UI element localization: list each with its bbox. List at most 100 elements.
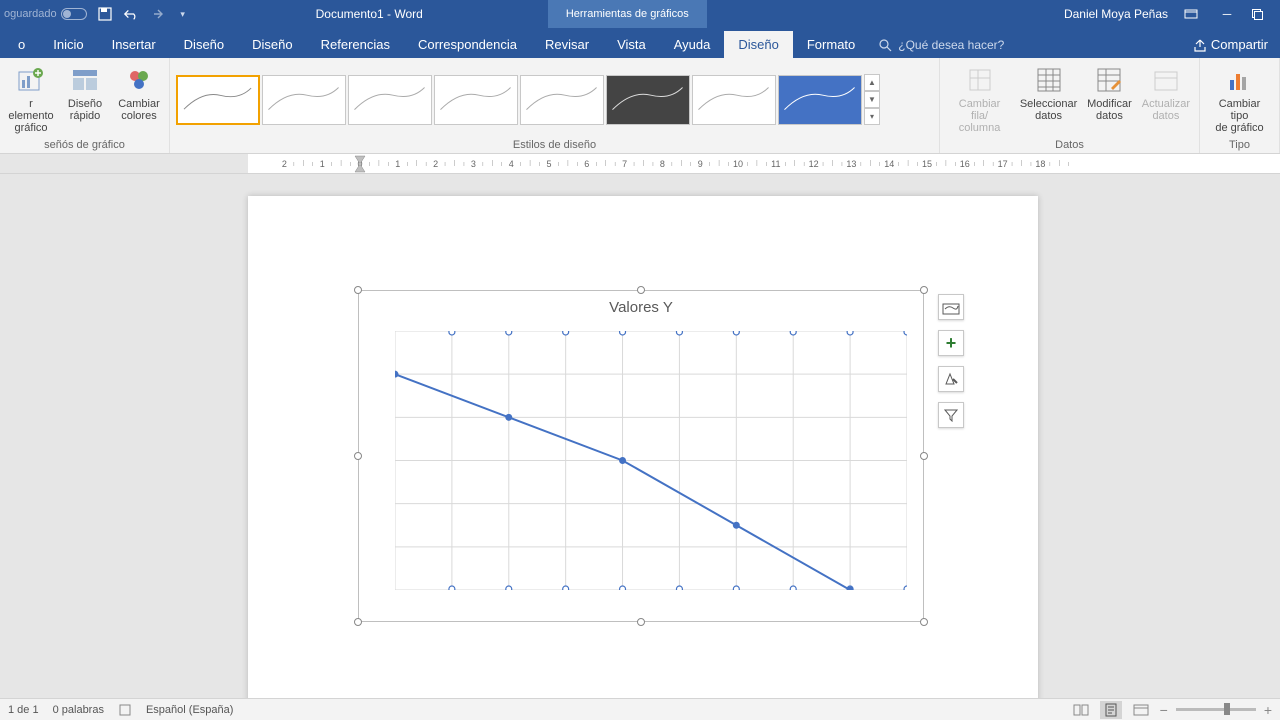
word-count[interactable]: 0 palabras — [53, 704, 104, 716]
tab-formato[interactable]: Formato — [793, 31, 869, 58]
chart-object[interactable]: Valores Y 02468101200,511,522,533,544,5 — [358, 290, 924, 622]
save-icon[interactable] — [97, 6, 113, 22]
style-thumb-4[interactable] — [434, 75, 518, 125]
change-chart-type-button[interactable]: Cambiar tipo de gráfico — [1206, 62, 1273, 136]
print-layout-button[interactable] — [1100, 701, 1122, 719]
tab-disposicion[interactable]: Diseño — [238, 31, 306, 58]
ruler-ticks: 210123456789101112131415161718 — [248, 154, 1048, 174]
svg-text:15: 15 — [922, 159, 932, 169]
page: Valores Y 02468101200,511,522,533,544,5 … — [248, 196, 1038, 698]
chart-filters-button[interactable] — [938, 402, 964, 428]
tab-insertar[interactable]: Insertar — [98, 31, 170, 58]
chart-tools-contextual-tab: Herramientas de gráficos — [548, 0, 707, 28]
web-layout-button[interactable] — [1130, 701, 1152, 719]
style-thumb-7[interactable] — [692, 75, 776, 125]
tab-chart-diseno[interactable]: Diseño — [724, 31, 792, 58]
tab-revisar[interactable]: Revisar — [531, 31, 603, 58]
change-colors-button[interactable]: Cambiar colores — [114, 62, 164, 124]
resize-handle[interactable] — [920, 452, 928, 460]
ribbon-options-icon[interactable] — [1184, 9, 1202, 19]
resize-handle[interactable] — [354, 452, 362, 460]
add-element-label: r elemento gráfico — [8, 98, 53, 134]
chart-side-buttons: + — [938, 294, 964, 428]
minimize-icon[interactable]: ─ — [1218, 7, 1236, 21]
add-element-icon — [15, 64, 47, 96]
style-thumb-8[interactable] — [778, 75, 862, 125]
quick-layout-button[interactable]: Diseño rápido — [60, 62, 110, 124]
chart-layout-options-button[interactable] — [938, 294, 964, 320]
edit-data-icon — [1093, 64, 1125, 96]
svg-text:12: 12 — [809, 159, 819, 169]
zoom-slider[interactable] — [1176, 708, 1256, 711]
search-icon — [879, 39, 892, 52]
maximize-icon[interactable] — [1252, 9, 1270, 20]
resize-handle[interactable] — [354, 618, 362, 626]
document-title: Documento1 - Word — [191, 7, 548, 21]
share-button[interactable]: Compartir — [1181, 31, 1280, 58]
chart-styles-gallery[interactable]: ▲▼▾ — [176, 74, 880, 125]
zoom-in-button[interactable]: + — [1264, 702, 1272, 718]
autosave-toggle[interactable]: oguardado — [4, 8, 87, 20]
svg-text:1: 1 — [395, 159, 400, 169]
refresh-data-button: Actualizar datos — [1139, 62, 1193, 124]
style-thumb-6[interactable] — [606, 75, 690, 125]
resize-handle[interactable] — [354, 286, 362, 294]
qat-more-icon[interactable]: ▾ — [175, 6, 191, 22]
user-name[interactable]: Daniel Moya Peñas — [1064, 7, 1168, 21]
language-indicator[interactable]: Español (España) — [146, 704, 233, 716]
chart-title[interactable]: Valores Y — [359, 291, 923, 320]
toggle-icon — [61, 8, 87, 20]
style-thumb-5[interactable] — [520, 75, 604, 125]
style-thumb-1[interactable] — [176, 75, 260, 125]
change-colors-label: Cambiar colores — [118, 98, 160, 122]
redo-icon[interactable] — [149, 6, 165, 22]
tell-me-search[interactable]: ¿Qué desea hacer? — [869, 32, 1014, 58]
tab-file[interactable]: o — [4, 31, 39, 58]
group-data-label: Datos — [946, 137, 1193, 151]
titlebar: oguardado ▾ Documento1 - Word Herramient… — [0, 0, 1280, 28]
share-label: Compartir — [1211, 37, 1268, 52]
svg-text:14: 14 — [884, 159, 894, 169]
style-thumb-2[interactable] — [262, 75, 346, 125]
quick-layout-label: Diseño rápido — [68, 98, 102, 122]
resize-handle[interactable] — [637, 618, 645, 626]
gallery-nav[interactable]: ▲▼▾ — [864, 74, 880, 125]
zoom-out-button[interactable]: − — [1160, 702, 1168, 718]
quick-layout-icon — [69, 64, 101, 96]
ribbon-tabs: o Inicio Insertar Diseño Diseño Referenc… — [0, 28, 1280, 58]
switch-row-col-button: Cambiar fila/ columna — [946, 62, 1013, 136]
group-layouts-label: señós de gráfico — [6, 137, 163, 151]
chart-elements-button[interactable]: + — [938, 330, 964, 356]
refresh-data-icon — [1150, 64, 1182, 96]
horizontal-ruler[interactable]: 210123456789101112131415161718 — [0, 154, 1280, 174]
read-mode-button[interactable] — [1070, 701, 1092, 719]
chart-plot-area[interactable]: 02468101200,511,522,533,544,5 — [395, 331, 907, 590]
spellcheck-icon[interactable] — [118, 703, 132, 717]
resize-handle[interactable] — [920, 618, 928, 626]
svg-text:5: 5 — [546, 159, 551, 169]
edit-data-button[interactable]: Modificar datos — [1084, 62, 1135, 124]
undo-icon[interactable] — [123, 6, 139, 22]
svg-text:4: 4 — [509, 159, 514, 169]
group-styles-label: Estilos de diseño — [176, 137, 933, 151]
add-chart-element-button[interactable]: r elemento gráfico — [6, 62, 56, 136]
svg-text:2: 2 — [433, 159, 438, 169]
select-data-label: Seleccionar datos — [1020, 98, 1077, 122]
tab-ayuda[interactable]: Ayuda — [660, 31, 725, 58]
tab-correspondencia[interactable]: Correspondencia — [404, 31, 531, 58]
statusbar: 1 de 1 0 palabras Español (España) − + — [0, 698, 1280, 720]
tab-vista[interactable]: Vista — [603, 31, 660, 58]
resize-handle[interactable] — [920, 286, 928, 294]
svg-text:11: 11 — [771, 159, 780, 169]
page-indicator[interactable]: 1 de 1 — [8, 704, 39, 716]
svg-text:1: 1 — [320, 159, 325, 169]
tab-inicio[interactable]: Inicio — [39, 31, 97, 58]
share-icon — [1193, 38, 1207, 52]
resize-handle[interactable] — [637, 286, 645, 294]
style-thumb-3[interactable] — [348, 75, 432, 125]
tab-referencias[interactable]: Referencias — [307, 31, 404, 58]
tab-diseno[interactable]: Diseño — [170, 31, 238, 58]
switch-rc-label: Cambiar fila/ columna — [950, 98, 1009, 134]
select-data-button[interactable]: Seleccionar datos — [1017, 62, 1080, 124]
chart-styles-button[interactable] — [938, 366, 964, 392]
